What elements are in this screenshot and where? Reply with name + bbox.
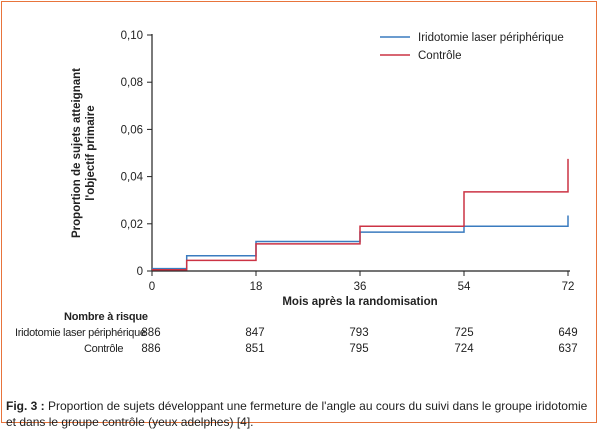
y-axis-label-line2: l'objectif primaire <box>85 105 97 200</box>
caption-text: Proportion de sujets développant une fer… <box>6 399 588 429</box>
series-line-1 <box>152 158 569 271</box>
y-tick-label: 0 <box>137 266 143 278</box>
y-tick-label: 0,10 <box>121 30 143 42</box>
y-tick-label: 0,04 <box>121 172 144 184</box>
figure-frame <box>1 1 597 423</box>
x-tick-label: 72 <box>562 281 575 293</box>
chart-legend: Iridotomie laser périphérique Contrôle <box>380 32 564 62</box>
legend-label-0: Iridotomie laser périphérique <box>418 32 564 44</box>
x-tick-label: 18 <box>250 281 263 293</box>
figure-caption: Fig. 3 : Proportion de sujets développan… <box>6 398 596 430</box>
x-tick-label: 0 <box>149 281 155 293</box>
y-tick-label: 0,02 <box>121 219 143 231</box>
y-tick-label: 0,08 <box>121 77 143 89</box>
y-tick-label: 0,06 <box>121 124 143 136</box>
chart-series <box>152 158 569 271</box>
x-axis-label: Mois après la randomisation <box>282 296 437 308</box>
y-axis-label-line1: Proportion de sujets atteignant <box>71 68 83 238</box>
legend-label-1: Contrôle <box>418 50 461 62</box>
chart-axes: 0 0,02 0,04 0,06 0,08 0,10 0 18 36 54 72 <box>121 30 575 293</box>
x-tick-label: 36 <box>354 281 367 293</box>
x-tick-label: 54 <box>458 281 471 293</box>
caption-fig-label: Fig. 3 : <box>6 399 45 413</box>
